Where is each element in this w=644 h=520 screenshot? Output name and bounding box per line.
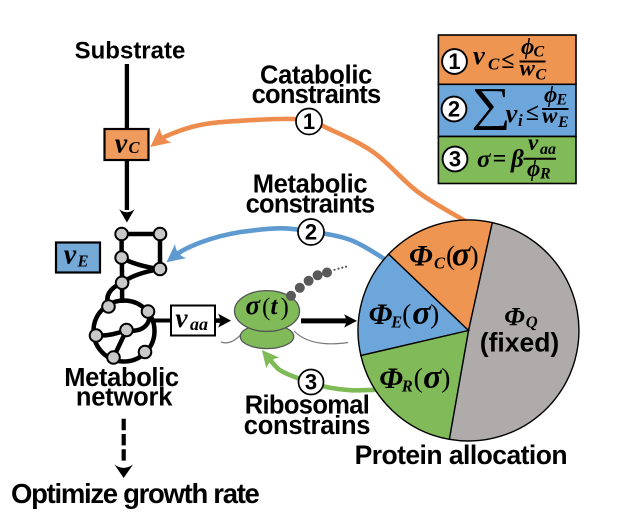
svg-text:Optimize growth rate: Optimize growth rate [11,478,260,509]
svg-text:σ: σ [412,295,432,332]
svg-text:Protein allocation: Protein allocation [355,440,567,470]
svg-text:(: ( [262,294,270,321]
svg-text:w: w [542,103,558,128]
svg-text:v: v [528,130,539,155]
svg-text:C: C [536,67,547,84]
svg-text:1: 1 [303,109,315,134]
svg-text:v: v [506,98,518,128]
svg-text:=: = [493,146,507,172]
svg-text:(: ( [414,362,423,393]
svg-text:∑: ∑ [471,79,511,131]
svg-text:Substrate: Substrate [75,38,186,65]
svg-text:): ) [470,239,479,270]
svg-text:Φ: Φ [369,298,393,331]
svg-text:constraints: constraints [252,81,381,109]
svg-text:E: E [76,252,88,271]
svg-text:σ: σ [477,146,492,173]
svg-text:aa: aa [540,141,556,158]
svg-text:Metabolic: Metabolic [64,364,179,392]
svg-text:constraints: constraints [246,190,375,218]
svg-text:C: C [434,254,446,273]
svg-text:i: i [518,111,523,130]
svg-text:Metabolic: Metabolic [253,170,368,198]
svg-text:(: ( [402,298,411,329]
svg-text:1: 1 [448,49,460,74]
svg-text:3: 3 [449,147,461,172]
svg-text:σ: σ [246,290,262,320]
svg-text:v: v [175,302,188,333]
svg-text:t: t [271,293,279,320]
svg-text:ϕ: ϕ [527,156,540,181]
svg-text:): ) [441,362,450,393]
svg-text:Catabolic: Catabolic [260,62,372,90]
svg-text:R: R [401,377,413,396]
svg-text:ϕ: ϕ [521,34,534,59]
svg-text:σ: σ [452,236,472,273]
svg-text:Φ: Φ [409,239,433,272]
svg-text:ϕ: ϕ [544,82,557,107]
svg-text:C: C [534,44,545,61]
svg-text:C: C [488,55,500,74]
svg-text:v: v [473,40,485,70]
svg-text:constrains: constrains [244,412,371,440]
svg-text:Q: Q [526,313,538,332]
svg-text:w: w [520,56,536,81]
svg-text:Φ: Φ [504,302,525,331]
svg-text:E: E [557,114,569,131]
svg-text:≤: ≤ [501,48,514,74]
svg-text:): ) [430,298,439,329]
svg-text:v: v [115,129,128,160]
svg-text:v: v [64,240,77,271]
svg-text:2: 2 [305,220,317,245]
svg-text:): ) [281,294,289,321]
svg-text:aa: aa [190,314,208,334]
svg-text:C: C [128,138,140,157]
svg-text:≤: ≤ [526,100,539,126]
svg-text:3: 3 [305,370,317,395]
svg-text:2: 2 [448,97,460,122]
svg-text:E: E [556,92,568,109]
svg-text:network: network [76,384,173,412]
svg-text:(: ( [446,239,455,270]
svg-text:Ribosomal: Ribosomal [245,392,370,420]
svg-text:σ: σ [423,359,443,396]
svg-text:R: R [539,166,551,183]
svg-text:β: β [510,146,524,173]
svg-text:(fixed): (fixed) [480,328,560,358]
svg-text:Φ: Φ [379,362,403,395]
svg-text:E: E [390,312,402,331]
